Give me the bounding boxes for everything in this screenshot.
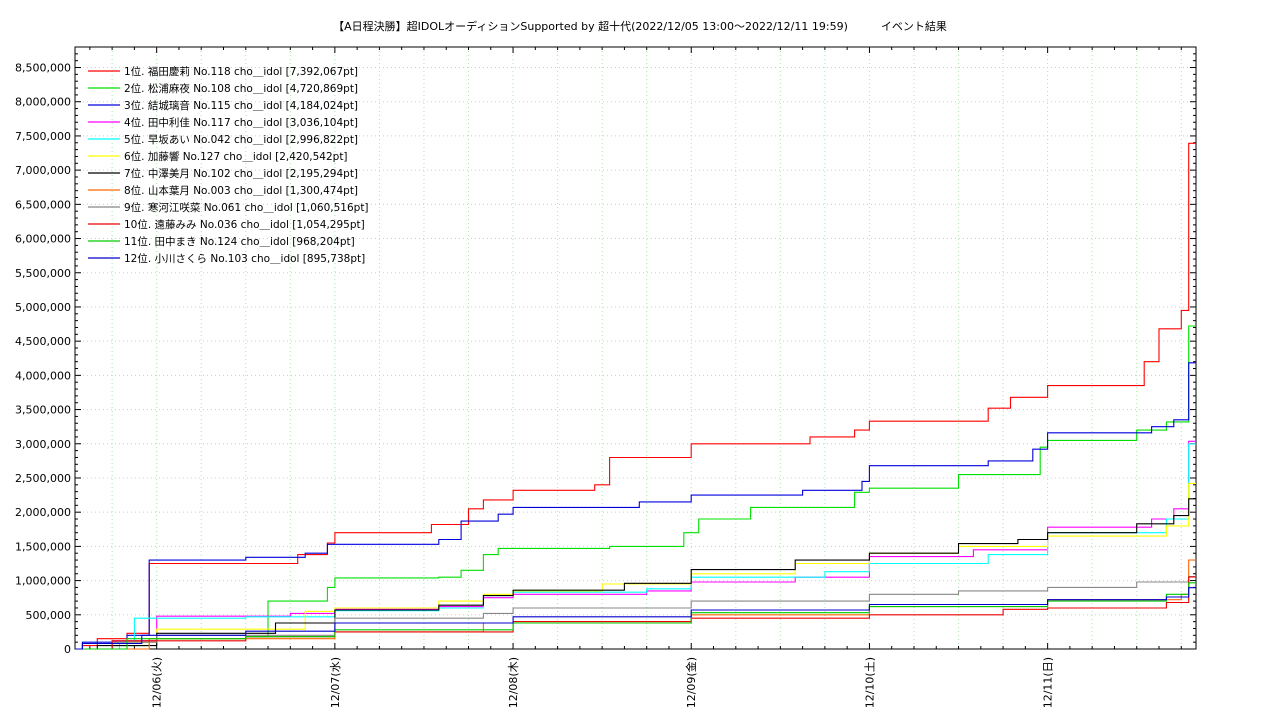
y-tick-label: 2,500,000 (15, 472, 71, 485)
legend-entry: 1位. 福田慶莉 No.118 cho＿idol [7,392,067pt] (124, 65, 358, 78)
y-tick-label: 4,000,000 (15, 369, 71, 382)
y-tick-label: 7,000,000 (15, 164, 71, 177)
y-tick-label: 0 (64, 643, 71, 656)
legend-entry: 10位. 遠藤みみ No.036 cho＿idol [1,054,295pt] (124, 218, 365, 231)
x-tick-label: 12/06(火) (151, 657, 164, 708)
legend-entry: 6位. 加藤響 No.127 cho＿idol [2,420,542pt] (124, 150, 348, 163)
legend-entry: 8位. 山本葉月 No.003 cho＿idol [1,300,474pt] (124, 184, 358, 197)
y-tick-label: 6,000,000 (15, 233, 71, 246)
x-tick-label: 12/11(日) (1042, 657, 1055, 708)
series-line (75, 575, 1196, 650)
x-tick-label: 12/08(木) (507, 657, 520, 708)
y-tick-label: 8,000,000 (15, 96, 71, 109)
y-tick-label: 8,500,000 (15, 62, 71, 75)
legend-entry: 2位. 松浦麻夜 No.108 cho＿idol [4,720,869pt] (124, 82, 358, 95)
y-tick-label: 500,000 (26, 609, 72, 622)
legend-entry: 12位. 小川さくら No.103 cho＿idol [895,738pt] (124, 252, 365, 265)
x-tick-label: 12/09(金) (684, 657, 698, 708)
legend-entry: 9位. 寒河江咲菜 No.061 cho＿idol [1,060,516pt] (124, 201, 369, 214)
series-line (75, 440, 1196, 650)
y-tick-label: 3,000,000 (15, 438, 71, 451)
chart-title: 【A日程決勝】超IDOLオーディションSupported by 超十代(2022… (333, 20, 947, 33)
series-line (75, 582, 1196, 650)
legend-entry: 3位. 結城璃音 No.115 cho＿idol [4,184,024pt] (124, 99, 358, 112)
y-tick-label: 7,500,000 (15, 130, 71, 143)
series-line (75, 587, 1196, 650)
y-tick-label: 1,500,000 (15, 540, 71, 553)
x-tick-label: 12/10(土) (863, 657, 876, 708)
legend-entry: 11位. 田中まき No.124 cho＿idol [968,204pt] (124, 235, 355, 248)
x-tick-label: 12/07(水) (329, 657, 342, 708)
y-tick-label: 6,500,000 (15, 198, 71, 211)
y-tick-label: 3,500,000 (15, 404, 71, 417)
y-tick-label: 4,500,000 (15, 335, 71, 348)
y-tick-label: 1,000,000 (15, 575, 71, 588)
series-line (75, 362, 1196, 650)
y-tick-label: 5,000,000 (15, 301, 71, 314)
legend-entry: 4位. 田中利佳 No.117 cho＿idol [3,036,104pt] (124, 116, 358, 129)
y-tick-label: 5,500,000 (15, 267, 71, 280)
series-line (75, 498, 1196, 650)
legend-entry: 7位. 中澤美月 No.102 cho＿idol [2,195,294pt] (124, 167, 358, 180)
y-tick-label: 2,000,000 (15, 506, 71, 519)
legend-entry: 5位. 早坂あい No.042 cho＿idol [2,996,822pt] (124, 133, 358, 146)
series-line (75, 142, 1196, 650)
